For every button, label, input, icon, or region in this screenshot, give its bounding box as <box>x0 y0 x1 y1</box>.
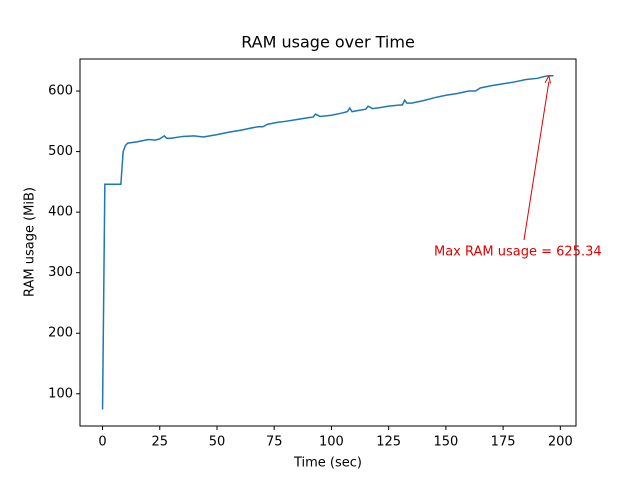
y-tick-label: 600 <box>48 84 73 99</box>
x-tick-label: 0 <box>98 435 106 450</box>
x-tick-label: 75 <box>266 435 283 450</box>
y-tick-label: 200 <box>48 326 73 341</box>
x-tick-label: 100 <box>319 435 344 450</box>
annotation-arrow <box>523 81 550 241</box>
x-tick-label: 125 <box>376 435 401 450</box>
y-axis-label: RAM usage (MiB) <box>23 187 38 297</box>
x-tick-label: 200 <box>548 435 573 450</box>
x-tick-label: 25 <box>151 435 168 450</box>
y-tick-label: 500 <box>48 144 73 159</box>
x-tick-label: 175 <box>491 435 516 450</box>
x-tick-label: 150 <box>433 435 458 450</box>
chart-title: RAM usage over Time <box>241 33 415 52</box>
line-series <box>101 74 554 410</box>
y-tick-label: 400 <box>48 205 73 220</box>
annotation-text: Max RAM usage = 625.34 <box>434 245 602 260</box>
plot-frame <box>79 58 577 427</box>
annotation-arrowhead <box>544 75 551 84</box>
x-axis-label: Time (sec) <box>293 456 362 471</box>
y-tick-label: 100 <box>48 386 73 401</box>
x-tick-label: 50 <box>209 435 226 450</box>
y-tick-label: 300 <box>48 265 73 280</box>
